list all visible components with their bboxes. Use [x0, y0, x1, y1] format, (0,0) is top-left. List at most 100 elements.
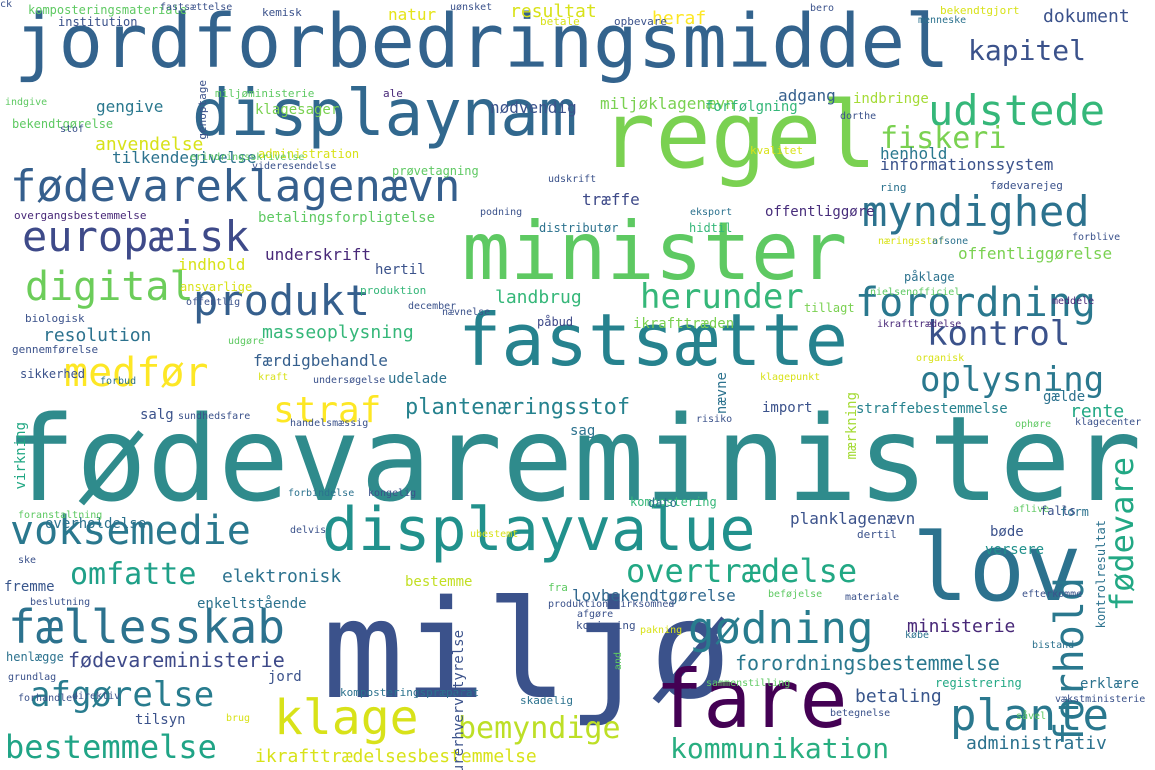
word-bemyndige: bemyndige: [458, 711, 621, 746]
word-jord: jord: [268, 669, 302, 685]
word-næringsstof: næringsstof: [878, 236, 945, 247]
word-ikrafttrædelsesbestemmelse: ikrafttrædelsesbestemmelse: [255, 746, 537, 767]
word-delvis: delvis: [290, 525, 327, 536]
word-import: import: [762, 400, 813, 416]
word-købe: købe: [905, 630, 930, 641]
word-offentlig: offentlig: [186, 297, 241, 308]
word-registrering: registrering: [935, 676, 1022, 690]
word-oplysning: oplysning: [920, 360, 1105, 400]
word-klagesager: klagesager: [255, 102, 340, 118]
word-biologisk: biologisk: [25, 312, 85, 325]
word-adgang: adgang: [778, 86, 836, 105]
word-omfatte: omfatte: [70, 557, 197, 592]
word-herunder: herunder: [640, 277, 804, 317]
word-henlægge: henlægge: [6, 650, 64, 664]
word-betalingsforpligtelse: betalingsforpligtelse: [258, 210, 436, 226]
word-miljøklagenævn: miljøklagenævn: [600, 94, 735, 113]
word-gælde: gælde: [1043, 389, 1086, 405]
word-voksemedie: voksemedie: [10, 508, 251, 554]
word-heraf: heraf: [652, 8, 707, 29]
word-fællesskab: fællesskab: [8, 600, 285, 654]
word-beføjelse: beføjelse: [768, 589, 823, 600]
word-forhandler: forhandler: [18, 693, 79, 704]
word-klage: klage: [274, 690, 419, 746]
word-elektronisk: elektronisk: [222, 566, 342, 587]
word-opbevare: opbevare: [614, 15, 667, 28]
word-henhold: henhold: [880, 144, 948, 163]
word-bistand: bistand: [1032, 640, 1075, 651]
word-dato: dato: [648, 496, 677, 510]
word-lov: lov: [912, 514, 1082, 623]
word-påbud: påbud: [537, 315, 574, 329]
word-ministerie: ministerie: [907, 616, 1016, 637]
word-direktiv: direktiv: [72, 691, 121, 702]
word-materiale: materiale: [845, 592, 900, 603]
word-bekendtgjort: bekendtgjort: [940, 4, 1020, 17]
word-kongelig: kongelig: [368, 488, 417, 499]
word-sammenstilling: sammenstilling: [706, 678, 791, 689]
word-klagecenter: klagecenter: [1075, 417, 1142, 428]
word-miljø: miljø: [322, 572, 732, 730]
word-ikrafttræden: ikrafttræden: [633, 316, 735, 332]
word-afgørelse: afgørelse: [30, 675, 215, 715]
word-tilkendegivelse: tilkendegivelse: [112, 148, 257, 167]
word-landbrug: landbrug: [495, 287, 582, 308]
word-administrativ: administrativ: [966, 733, 1107, 754]
word-enkeltstående: enkeltstående: [197, 596, 307, 612]
word-kemisk: kemisk: [262, 6, 302, 19]
word-overtrædelse: overtrædelse: [626, 552, 858, 590]
word-resolution: resolution: [43, 325, 152, 346]
word-sikkerhed: sikkerhed: [20, 367, 86, 381]
word-bestemme: bestemme: [405, 574, 473, 590]
word-prøvetagning: prøvetagning: [392, 164, 479, 178]
word-digital: digital: [25, 264, 194, 310]
word-versere: versere: [985, 542, 1045, 558]
word-vækstministerie: vækstministerie: [1055, 694, 1146, 705]
word-kontrolresultat: kontrolresultat: [1094, 520, 1108, 629]
word-planklagenævn: planklagenævn: [790, 509, 916, 528]
word-ansvarlige: ansvarlige: [180, 280, 253, 294]
word-nødvendig: nødvendig: [490, 98, 577, 117]
word-minister: minister: [462, 205, 848, 298]
word-distributør: distributør: [539, 221, 619, 235]
word-straffebestemmelse: straffebestemmelse: [856, 401, 1008, 417]
word-fødevareministerie: fødevareministerie: [68, 648, 285, 672]
word-beslutning: beslutning: [30, 597, 91, 608]
word-offentliggøre: offentliggøre: [765, 204, 875, 220]
word-udgøre: udgøre: [228, 336, 265, 347]
word-produktionsvirksomhed: produktionsvirksomhed: [548, 599, 675, 610]
word-europæisk: europæisk: [22, 212, 250, 261]
word-meddele: meddele: [1052, 296, 1095, 307]
word-sundhedsfare: sundhedsfare: [178, 411, 251, 422]
word-menneske: menneske: [918, 15, 967, 26]
word-jordforbedringsmiddel: jordforbedringsmiddel: [14, 0, 950, 85]
word-genoptage: genoptage: [196, 80, 209, 140]
word-færdigbehandle: færdigbehandle: [253, 351, 388, 370]
word-eksport: eksport: [690, 207, 733, 218]
word-natur: natur: [388, 5, 437, 24]
word-skadelig: skadelig: [520, 694, 573, 707]
word-klagepunkt: klagepunkt: [760, 372, 821, 383]
word-udstede: udstede: [928, 86, 1106, 135]
word-indhold: indhold: [178, 255, 246, 274]
word-fødevarejeg: fødevarejeg: [990, 179, 1063, 192]
word-podning: podning: [480, 207, 523, 218]
word-bekendtgørelse: bekendtgørelse: [12, 117, 114, 131]
word-pakning: pakning: [640, 625, 683, 636]
word-administration: administration: [258, 147, 360, 161]
word-bestemmelse: bestemmelse: [5, 728, 217, 766]
word-grundlag: grundlag: [8, 672, 57, 683]
word-december: december: [408, 301, 457, 312]
word-kompostering: kompostering: [630, 495, 717, 509]
word-træffe: træffe: [582, 190, 640, 209]
word-handelsmæssig: handelsmæssig: [290, 418, 369, 429]
word-kapitel: kapitel: [968, 34, 1087, 67]
word-nielsenofficiel: nielsenofficiel: [870, 287, 961, 298]
word-uønsket: uønsket: [450, 2, 493, 13]
word-fra: fra: [548, 581, 568, 594]
word-betaling: betaling: [855, 686, 942, 707]
word-brug: brug: [226, 713, 251, 724]
word-offentliggørelse: offentliggørelse: [958, 244, 1113, 263]
word-hertil: hertil: [375, 262, 426, 278]
